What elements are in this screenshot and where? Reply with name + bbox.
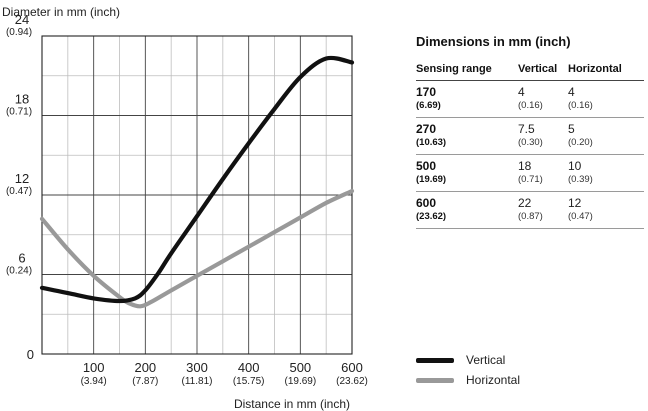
x-tick-label: 500 <box>289 360 311 375</box>
chart-legend: Vertical Horizontal <box>416 350 520 390</box>
cell-vertical-inch: (0.87) <box>518 210 568 223</box>
x-tick-sublabel: (3.94) <box>81 376 107 387</box>
cell-sensing-range-inch: (6.69) <box>416 99 518 112</box>
cell-vertical-inch: (0.30) <box>518 136 568 149</box>
x-tick-label: 600 <box>341 360 363 375</box>
table-row: 170 (6.69) 4 (0.16) 4 (0.16) <box>416 81 644 118</box>
cell-sensing-range-value: 170 <box>416 86 518 99</box>
x-tick-sublabel: (11.81) <box>182 376 213 387</box>
cell-sensing-range-value: 600 <box>416 197 518 210</box>
cell-sensing-range: 270 (10.63) <box>416 118 518 155</box>
cell-horizontal-value: 10 <box>568 160 644 173</box>
cell-horizontal-inch: (0.39) <box>568 173 644 186</box>
x-tick-sublabel: (7.87) <box>132 376 158 387</box>
dimensions-header-row: Sensing range Vertical Horizontal <box>416 63 644 81</box>
cell-sensing-range: 170 (6.69) <box>416 81 518 118</box>
cell-horizontal-value: 12 <box>568 197 644 210</box>
cell-vertical: 4 (0.16) <box>518 81 568 118</box>
header-vertical: Vertical <box>518 63 568 81</box>
y-tick-label: 12 <box>15 171 29 186</box>
dimensions-panel: Dimensions in mm (inch) Sensing range Ve… <box>416 34 644 229</box>
legend-swatch-vertical <box>416 358 454 363</box>
y-tick-sublabel: (0.71) <box>6 107 32 118</box>
y-tick-label: 6 <box>18 251 25 266</box>
cell-horizontal-value: 5 <box>568 123 644 136</box>
axis-ticks: 100(3.94) 200(7.87) 300(11.81) 400(15.75) 50… <box>6 12 368 387</box>
x-axis-label: Distance in mm (inch) <box>234 397 350 411</box>
header-horizontal: Horizontal <box>568 63 644 81</box>
cell-sensing-range-inch: (23.62) <box>416 210 518 223</box>
cell-horizontal: 4 (0.16) <box>568 81 644 118</box>
cell-vertical-inch: (0.71) <box>518 173 568 186</box>
cell-vertical-value: 18 <box>518 160 568 173</box>
cell-vertical: 18 (0.71) <box>518 155 568 192</box>
table-row: 500 (19.69) 18 (0.71) 10 (0.39) <box>416 155 644 192</box>
cell-sensing-range: 500 (19.69) <box>416 155 518 192</box>
cell-vertical-value: 7.5 <box>518 123 568 136</box>
cell-horizontal-value: 4 <box>568 86 644 99</box>
cell-vertical: 22 (0.87) <box>518 192 568 229</box>
cell-horizontal-inch: (0.20) <box>568 136 644 149</box>
table-row: 270 (10.63) 7.5 (0.30) 5 (0.20) <box>416 118 644 155</box>
legend-swatch-horizontal <box>416 378 454 383</box>
x-tick-label: 200 <box>134 360 156 375</box>
cell-vertical: 7.5 (0.30) <box>518 118 568 155</box>
x-tick-label: 300 <box>186 360 208 375</box>
cell-vertical-value: 4 <box>518 86 568 99</box>
cell-vertical-value: 22 <box>518 197 568 210</box>
dimensions-title: Dimensions in mm (inch) <box>416 34 644 49</box>
chart-grid <box>42 36 352 354</box>
y-tick-label: 18 <box>15 92 29 107</box>
cell-horizontal-inch: (0.47) <box>568 210 644 223</box>
x-tick-label: 400 <box>238 360 260 375</box>
legend-label-vertical: Vertical <box>466 353 505 367</box>
x-tick-sublabel: (19.69) <box>284 376 316 387</box>
table-row: 600 (23.62) 22 (0.87) 12 (0.47) <box>416 192 644 229</box>
x-tick-sublabel: (23.62) <box>336 376 368 387</box>
x-tick-label: 100 <box>83 360 105 375</box>
legend-item-vertical: Vertical <box>416 350 520 370</box>
y-tick-sublabel: (0.24) <box>6 266 32 277</box>
y-axis-label: Diameter in mm (inch) <box>2 5 120 19</box>
x-tick-sublabel: (15.75) <box>233 376 265 387</box>
y-tick-label: 0 <box>27 347 34 362</box>
cell-horizontal: 10 (0.39) <box>568 155 644 192</box>
cell-sensing-range: 600 (23.62) <box>416 192 518 229</box>
cell-sensing-range-inch: (19.69) <box>416 173 518 186</box>
header-sensing-range: Sensing range <box>416 63 518 81</box>
cell-sensing-range-value: 500 <box>416 160 518 173</box>
cell-horizontal-inch: (0.16) <box>568 99 644 112</box>
cell-vertical-inch: (0.16) <box>518 99 568 112</box>
cell-horizontal: 12 (0.47) <box>568 192 644 229</box>
legend-item-horizontal: Horizontal <box>416 370 520 390</box>
y-tick-sublabel: (0.94) <box>6 27 32 38</box>
legend-label-horizontal: Horizontal <box>466 373 520 387</box>
cell-sensing-range-value: 270 <box>416 123 518 136</box>
y-tick-sublabel: (0.47) <box>6 186 32 197</box>
cell-horizontal: 5 (0.20) <box>568 118 644 155</box>
diameter-chart: 100(3.94) 200(7.87) 300(11.81) 400(15.75) 50… <box>0 0 410 411</box>
cell-sensing-range-inch: (10.63) <box>416 136 518 149</box>
dimensions-table: Sensing range Vertical Horizontal 170 (6.… <box>416 63 644 229</box>
